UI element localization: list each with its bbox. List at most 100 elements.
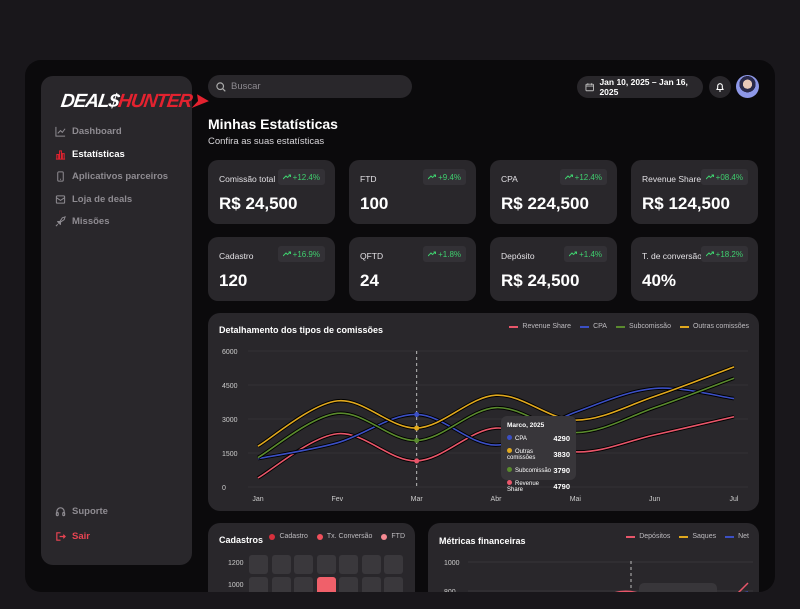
- legend-item[interactable]: FTD: [381, 533, 405, 540]
- stat-card[interactable]: Cadastro +16.9% 120: [208, 237, 335, 301]
- sidebar-item-3[interactable]: Loja de deals: [55, 194, 132, 205]
- legend-item[interactable]: Depósitos: [626, 533, 670, 540]
- legend-item[interactable]: Saques: [679, 533, 716, 540]
- heatmap-cell[interactable]: [271, 555, 291, 574]
- change-badge: +16.9%: [277, 246, 325, 262]
- change-badge: +1.8%: [423, 246, 466, 262]
- series-outline: [257, 386, 735, 461]
- headset-icon: [55, 507, 66, 517]
- trend-up-icon: [705, 174, 714, 180]
- commission-chart-panel: Detalhamento dos tipos de comissões Reve…: [208, 313, 759, 511]
- y-tick-label: 4500: [222, 383, 238, 390]
- legend-item[interactable]: Tx. Conversão: [316, 533, 372, 540]
- trend-up-icon: [282, 174, 291, 180]
- heatmap-cell[interactable]: [361, 555, 381, 574]
- heatmap-cell[interactable]: [316, 577, 336, 592]
- series-line-0[interactable]: [257, 415, 735, 479]
- date-range-picker[interactable]: Jan 10, 2025 – Jan 16, 2025: [577, 76, 703, 98]
- sidebar-item-2[interactable]: Aplicativos parceiros: [55, 171, 168, 182]
- stat-card[interactable]: Revenue Share +08.4% R$ 124,500: [631, 160, 758, 224]
- stat-label: QFTD: [360, 251, 384, 261]
- stat-label: Comissão total: [219, 174, 276, 184]
- calendar-icon: [585, 83, 594, 92]
- stat-card[interactable]: Depósito +1.4% R$ 24,500: [490, 237, 617, 301]
- heatmap-cell[interactable]: [249, 555, 268, 574]
- stat-value: R$ 124,500: [642, 194, 730, 213]
- x-tick-label: Mai: [570, 496, 582, 503]
- search-input[interactable]: Buscar: [208, 75, 412, 98]
- legend-item[interactable]: CPA: [580, 323, 607, 330]
- change-badge: +12.4%: [559, 169, 607, 185]
- heatmap-cell[interactable]: [339, 577, 358, 592]
- legend-item[interactable]: Net: [725, 533, 749, 540]
- financial-title: Métricas financeiras: [439, 536, 526, 546]
- stat-value: 120: [219, 271, 248, 290]
- heatmap-cell[interactable]: [384, 555, 403, 574]
- trend-up-icon: [569, 251, 578, 257]
- stat-card[interactable]: Comissão total +12.4% R$ 24,500: [208, 160, 335, 224]
- heatmap-cell[interactable]: [339, 555, 358, 574]
- sidebar-item-1[interactable]: Estatísticas: [55, 149, 125, 160]
- heatmap-cell[interactable]: [249, 577, 268, 592]
- support-link[interactable]: Suporte: [55, 506, 108, 517]
- stat-card[interactable]: FTD +9.4% 100: [349, 160, 476, 224]
- series-line-3[interactable]: [257, 366, 735, 447]
- bar-chart-icon: [55, 149, 66, 160]
- stat-value: 40%: [642, 271, 677, 290]
- change-badge: +9.4%: [423, 169, 466, 185]
- sidebar-item-label: Dashboard: [72, 126, 122, 137]
- cadastros-legend: Cadastro Tx. Conversão FTD: [269, 533, 405, 540]
- search-icon: [216, 81, 226, 92]
- trend-up-icon: [428, 251, 437, 257]
- financial-chart[interactable]: 1000 800: [428, 523, 759, 592]
- tooltip-row: Revenue Share 4790: [507, 480, 570, 493]
- sidebar-item-label: Aplicativos parceiros: [72, 171, 169, 182]
- legend-item[interactable]: Cadastro: [269, 533, 308, 540]
- stat-value: 24: [360, 271, 379, 290]
- series-line-1[interactable]: [257, 387, 735, 460]
- legend-item[interactable]: Outras comissões: [679, 323, 749, 330]
- page-subtitle: Confira as suas estatísticas: [208, 136, 325, 147]
- sidebar-item-label: Loja de deals: [72, 193, 133, 205]
- legend-item[interactable]: Revenue Share: [509, 323, 571, 330]
- legend-item[interactable]: Subcomissão: [615, 323, 671, 330]
- heatmap-cell[interactable]: [384, 577, 403, 592]
- sidebar-item-label: Missões: [72, 216, 110, 227]
- depositos-line: [737, 582, 749, 592]
- logout-button[interactable]: Sair: [55, 531, 90, 542]
- phone-icon: [57, 171, 64, 182]
- store-icon: [55, 194, 66, 204]
- change-badge: +12.4%: [277, 169, 325, 185]
- logout-icon: [56, 532, 66, 541]
- heatmap-cell[interactable]: [294, 577, 313, 592]
- heatmap-cell[interactable]: [316, 555, 336, 574]
- chart-title: Detalhamento dos tipos de comissões: [219, 325, 384, 335]
- heatmap-cell[interactable]: [294, 555, 313, 574]
- stat-card[interactable]: T. de conversão +18.2% 40%: [631, 237, 758, 301]
- y-tick: 1000: [228, 582, 244, 589]
- financial-legend: Depósitos Saques Net: [626, 533, 749, 540]
- app-window: DEAL$HUNTER➤ Dashboard Estatísticas Apli…: [25, 60, 775, 592]
- stat-card[interactable]: QFTD +1.8% 24: [349, 237, 476, 301]
- hover-point: [414, 411, 420, 417]
- heatmap-cell[interactable]: [271, 577, 291, 592]
- avatar[interactable]: [736, 75, 759, 98]
- series-outline: [257, 415, 735, 480]
- tooltip-row: Subcomissão 3790: [507, 466, 570, 475]
- trend-up-icon: [705, 251, 714, 257]
- heatmap-cell[interactable]: [361, 577, 381, 592]
- notifications-button[interactable]: [709, 76, 731, 98]
- stat-card[interactable]: CPA +12.4% R$ 224,500: [490, 160, 617, 224]
- sidebar-item-4[interactable]: Missões: [55, 216, 110, 227]
- cadastros-panel: Cadastros Cadastro Tx. Conversão FTD 1200 …: [208, 523, 415, 592]
- x-tick-label: Jan: [252, 496, 263, 503]
- stat-label: Cadastro: [219, 251, 254, 261]
- line-chart[interactable]: 6000 4500 3000 1500 0 Jan Fev Mar Abr Mai Jun Jul: [208, 313, 759, 511]
- stat-value: R$ 24,500: [501, 271, 580, 290]
- sidebar-item-0[interactable]: Dashboard: [55, 126, 122, 137]
- change-badge: +1.4%: [564, 246, 607, 262]
- stat-label: Revenue Share: [642, 174, 702, 184]
- chart-tooltip: Marco, 2025 CPA 4290 Outras comissões 3830 S…: [501, 416, 576, 493]
- stat-label: CPA: [501, 174, 518, 184]
- series-line-2[interactable]: [257, 377, 735, 459]
